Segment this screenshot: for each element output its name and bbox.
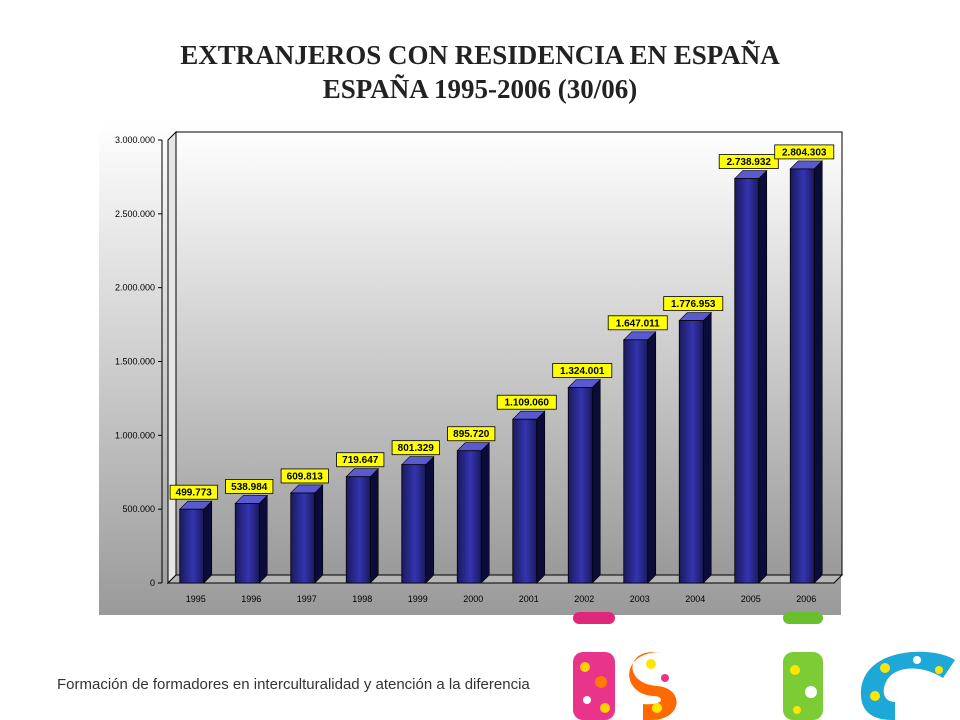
bar-side <box>314 484 324 584</box>
data-label-box <box>225 479 274 494</box>
slide-title-line-1: EXTRANJEROS CON RESIDENCIA EN ESPAÑA <box>180 40 780 70</box>
x-tick-label: 2001 <box>519 594 539 604</box>
bar-front <box>734 178 760 584</box>
bar-front <box>456 450 482 584</box>
bar-front <box>789 168 815 584</box>
logo-letter-i-green <box>783 612 823 720</box>
bar-2002 <box>567 378 601 584</box>
bar-side <box>425 455 435 584</box>
data-label: 719.647 <box>342 455 379 466</box>
data-label-box <box>169 484 218 500</box>
x-tick-label: 2002 <box>574 594 594 604</box>
data-label: 1.647.011 <box>616 318 660 329</box>
y-tick-label: 0 <box>150 578 155 588</box>
bar-1996 <box>234 494 268 584</box>
y-tick-label: 500.000 <box>122 504 155 514</box>
bar-side <box>536 410 546 584</box>
bar-2004 <box>678 311 712 584</box>
bar-side <box>813 160 823 584</box>
data-label: 2.804.303 <box>782 147 827 158</box>
x-tick-label: 1996 <box>241 594 261 604</box>
plot-back-wall <box>175 131 843 576</box>
data-label: 1.776.953 <box>671 299 716 310</box>
bar-side <box>258 494 268 584</box>
y-tick-label: 1.000.000 <box>115 430 155 440</box>
logo-letter-c <box>860 651 955 720</box>
data-label: 609.813 <box>287 471 324 482</box>
bar-side <box>591 378 601 584</box>
bar-2005 <box>734 169 768 584</box>
data-label-box <box>496 394 557 410</box>
bar-front <box>678 320 704 584</box>
bar-front <box>401 464 427 584</box>
y-tick-label: 1.500.000 <box>115 357 155 367</box>
data-label: 499.773 <box>176 488 213 499</box>
logo-letter-i <box>573 612 615 720</box>
bar-1995 <box>179 500 213 584</box>
data-label: 895.720 <box>453 429 490 440</box>
data-label-box <box>774 144 835 160</box>
x-tick-label: 1998 <box>352 594 372 604</box>
bar-1999 <box>401 455 435 584</box>
x-tick-label: 2005 <box>741 594 761 604</box>
plot-floor <box>166 574 844 584</box>
x-tick-label: 2006 <box>796 594 816 604</box>
data-label-box <box>607 315 668 331</box>
bar-2001 <box>512 410 546 584</box>
bar-side <box>758 169 768 584</box>
data-label: 2.738.932 <box>727 157 772 168</box>
bar-side <box>702 311 712 584</box>
bar-2000 <box>456 442 490 584</box>
bar-front <box>512 418 538 584</box>
bar-side <box>647 331 657 584</box>
y-tick-label: 2.000.000 <box>115 283 155 293</box>
bar-front <box>567 387 593 584</box>
y-tick-label: 2.500.000 <box>115 209 155 219</box>
logo-letter-s <box>629 652 677 720</box>
data-label-box <box>391 440 440 456</box>
x-tick-label: 1995 <box>186 594 206 604</box>
bar-front <box>345 476 371 584</box>
bar-1997 <box>290 484 324 584</box>
data-label-box <box>663 296 724 312</box>
data-label-box <box>336 452 385 468</box>
bar-front <box>290 492 316 584</box>
data-label-box <box>280 468 329 484</box>
bar-side <box>203 500 213 584</box>
x-tick-label: 2000 <box>463 594 483 604</box>
slide-title-line-2: ESPAÑA 1995-2006 (30/06) <box>322 74 638 104</box>
bar-2003 <box>623 331 657 584</box>
bar-1998 <box>345 468 379 584</box>
bar-front <box>623 339 649 584</box>
data-label-box <box>447 426 496 442</box>
x-tick-label: 2003 <box>630 594 650 604</box>
x-tick-label: 1997 <box>297 594 317 604</box>
data-label: 1.109.060 <box>505 398 550 409</box>
y-tick-label: 3.000.000 <box>115 135 155 145</box>
footer-text: Formación de formadores en intercultural… <box>57 676 530 693</box>
data-label: 1.324.001 <box>560 366 605 377</box>
bar-side <box>480 442 490 584</box>
bar-front <box>179 508 205 584</box>
plot-side-wall <box>167 130 177 585</box>
x-tick-label: 1999 <box>408 594 428 604</box>
x-tick-label: 2004 <box>685 594 705 604</box>
bar-side <box>369 468 379 584</box>
bar-2006 <box>789 160 823 584</box>
data-label-box <box>552 363 613 378</box>
decorative-logo <box>573 612 955 720</box>
data-label-box <box>718 154 779 169</box>
data-label: 801.329 <box>398 443 435 454</box>
data-label: 538.984 <box>231 482 268 493</box>
bar-front <box>234 503 260 584</box>
slide-title: EXTRANJEROS CON RESIDENCIA EN ESPAÑA ESP… <box>0 38 960 106</box>
